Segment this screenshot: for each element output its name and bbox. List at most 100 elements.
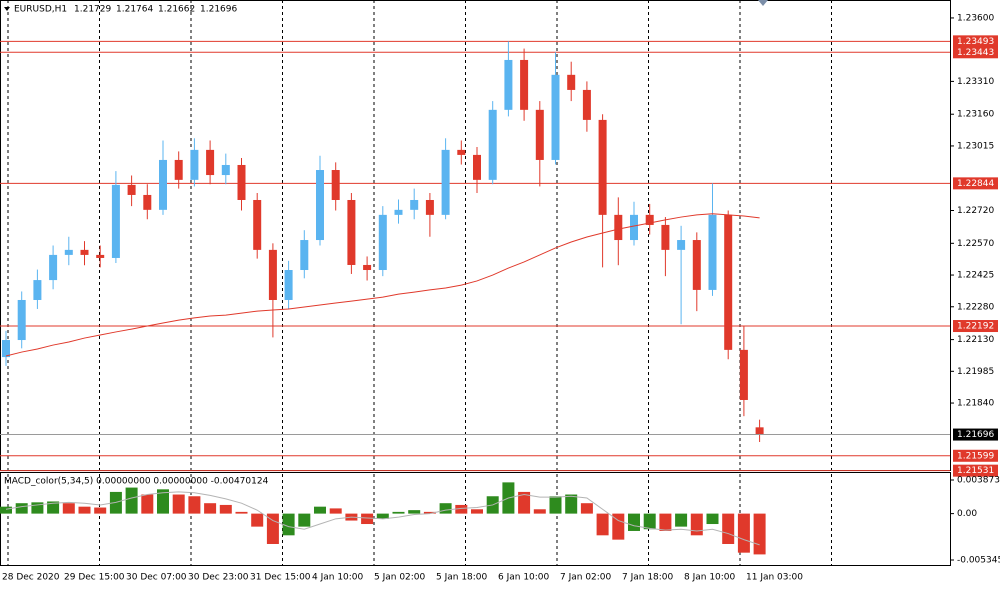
macd-bar <box>282 513 295 536</box>
moving-average <box>5 213 760 357</box>
macd-bar <box>659 513 672 531</box>
vertical-grid <box>7 0 832 566</box>
y-tick-label: 1.23310 <box>957 77 994 87</box>
macd-bar <box>392 511 405 514</box>
candle-body <box>425 199 434 215</box>
candle-body <box>2 340 10 358</box>
x-tick-label: 28 Dec 2020 <box>2 573 60 583</box>
y-tick-label: 1.22130 <box>957 335 994 345</box>
macd-bar <box>219 504 232 514</box>
macd-bar <box>376 513 389 519</box>
y-tick-label: 1.23015 <box>957 141 994 151</box>
level-label-box <box>953 464 998 477</box>
macd-bar <box>141 494 154 514</box>
header-open: 1.21729 <box>74 5 111 15</box>
candle-body <box>33 280 42 300</box>
macd-bar <box>31 502 44 514</box>
y-tick-label: 1.22720 <box>957 206 994 216</box>
macd-bar <box>78 506 91 514</box>
menu-arrow <box>4 7 10 11</box>
y-tick-label: 1.22570 <box>957 239 994 249</box>
macd-bar <box>753 513 766 555</box>
candle-body <box>64 249 73 255</box>
macd-bar <box>157 489 169 514</box>
level-label-box <box>953 177 998 190</box>
macd-bar <box>361 513 374 525</box>
level-label-box <box>953 320 998 333</box>
symbol: EURUSD,H1 <box>14 5 67 15</box>
candle-body <box>520 59 529 110</box>
macd-bar <box>47 501 60 514</box>
header-close: 1.21696 <box>200 5 237 15</box>
candle-body <box>96 254 105 258</box>
macd-bar <box>549 496 562 514</box>
x-tick-label: 8 Jan 10:00 <box>684 573 736 583</box>
macd-bar <box>706 513 719 525</box>
macd-bar <box>612 513 625 540</box>
candle-body <box>630 214 638 241</box>
level-label: 1.22844 <box>957 179 994 189</box>
candle-body <box>49 254 58 281</box>
x-tick-label: 4 Jan 10:00 <box>312 573 364 583</box>
macd-title: MACD_color(5,34,5) 0.00000000 0.00000000… <box>4 477 269 487</box>
y-tick-label: 1.21985 <box>957 367 994 377</box>
macd-signal <box>5 491 760 546</box>
macd-bar <box>298 513 311 527</box>
candle-body <box>614 214 623 241</box>
macd-tick-label: 0.00 <box>957 509 977 519</box>
y-tick-label: 1.23600 <box>957 13 994 23</box>
level-label: 1.23443 <box>957 48 994 58</box>
macd-bar <box>596 513 609 536</box>
macd-bar <box>314 506 326 514</box>
candle-body <box>331 170 340 200</box>
candle-body <box>535 109 544 160</box>
candle-body <box>567 74 576 90</box>
candle-body <box>284 270 293 300</box>
level-label: 1.23493 <box>957 37 994 47</box>
macd-bar <box>15 503 28 514</box>
macd-bar <box>423 511 436 514</box>
candle-body <box>410 199 419 210</box>
macd-bar <box>533 509 546 514</box>
candle-body <box>677 240 686 250</box>
level-label-box <box>953 449 998 462</box>
macd-bar <box>62 503 75 514</box>
candle-body <box>488 109 497 180</box>
x-tick-label: 5 Jan 02:00 <box>374 573 426 583</box>
macd-bar <box>580 503 593 514</box>
macd-bar <box>94 507 107 514</box>
candle-body <box>206 149 215 176</box>
x-tick-label: 11 Jan 03:00 <box>746 573 803 583</box>
candle-body <box>300 240 309 271</box>
y-tick-label: 1.21840 <box>957 399 994 409</box>
macd-bar <box>125 487 138 514</box>
candle-body <box>457 149 466 155</box>
candle-body <box>17 299 26 341</box>
x-tick-label: 7 Jan 02:00 <box>560 573 612 583</box>
candle-body <box>739 349 748 400</box>
macd-bar <box>439 503 452 514</box>
candle-body <box>708 214 717 290</box>
candle-body <box>724 214 733 350</box>
candle-body <box>394 209 403 215</box>
macd-bar <box>628 513 640 531</box>
macd-bar <box>251 513 264 527</box>
current-price-box <box>953 428 998 441</box>
scroll-marker <box>758 0 768 6</box>
main-panel <box>0 0 951 471</box>
x-tick-label: 7 Jan 18:00 <box>622 573 674 583</box>
current-price-label: 1.21696 <box>957 430 994 440</box>
candle-body <box>80 249 89 255</box>
macd-bar <box>455 504 468 514</box>
candle-body <box>598 119 607 215</box>
candle-body <box>237 164 246 200</box>
y-tick-label: 1.22280 <box>957 302 994 312</box>
candle-body <box>378 214 387 271</box>
candle-body <box>755 427 764 435</box>
y-tick-label: 1.23160 <box>957 110 994 120</box>
level-label-box <box>953 46 998 59</box>
x-tick-label: 30 Dec 23:00 <box>188 573 249 583</box>
x-tick-label: 31 Dec 15:00 <box>250 573 311 583</box>
x-tick-label: 5 Jan 18:00 <box>436 573 488 583</box>
